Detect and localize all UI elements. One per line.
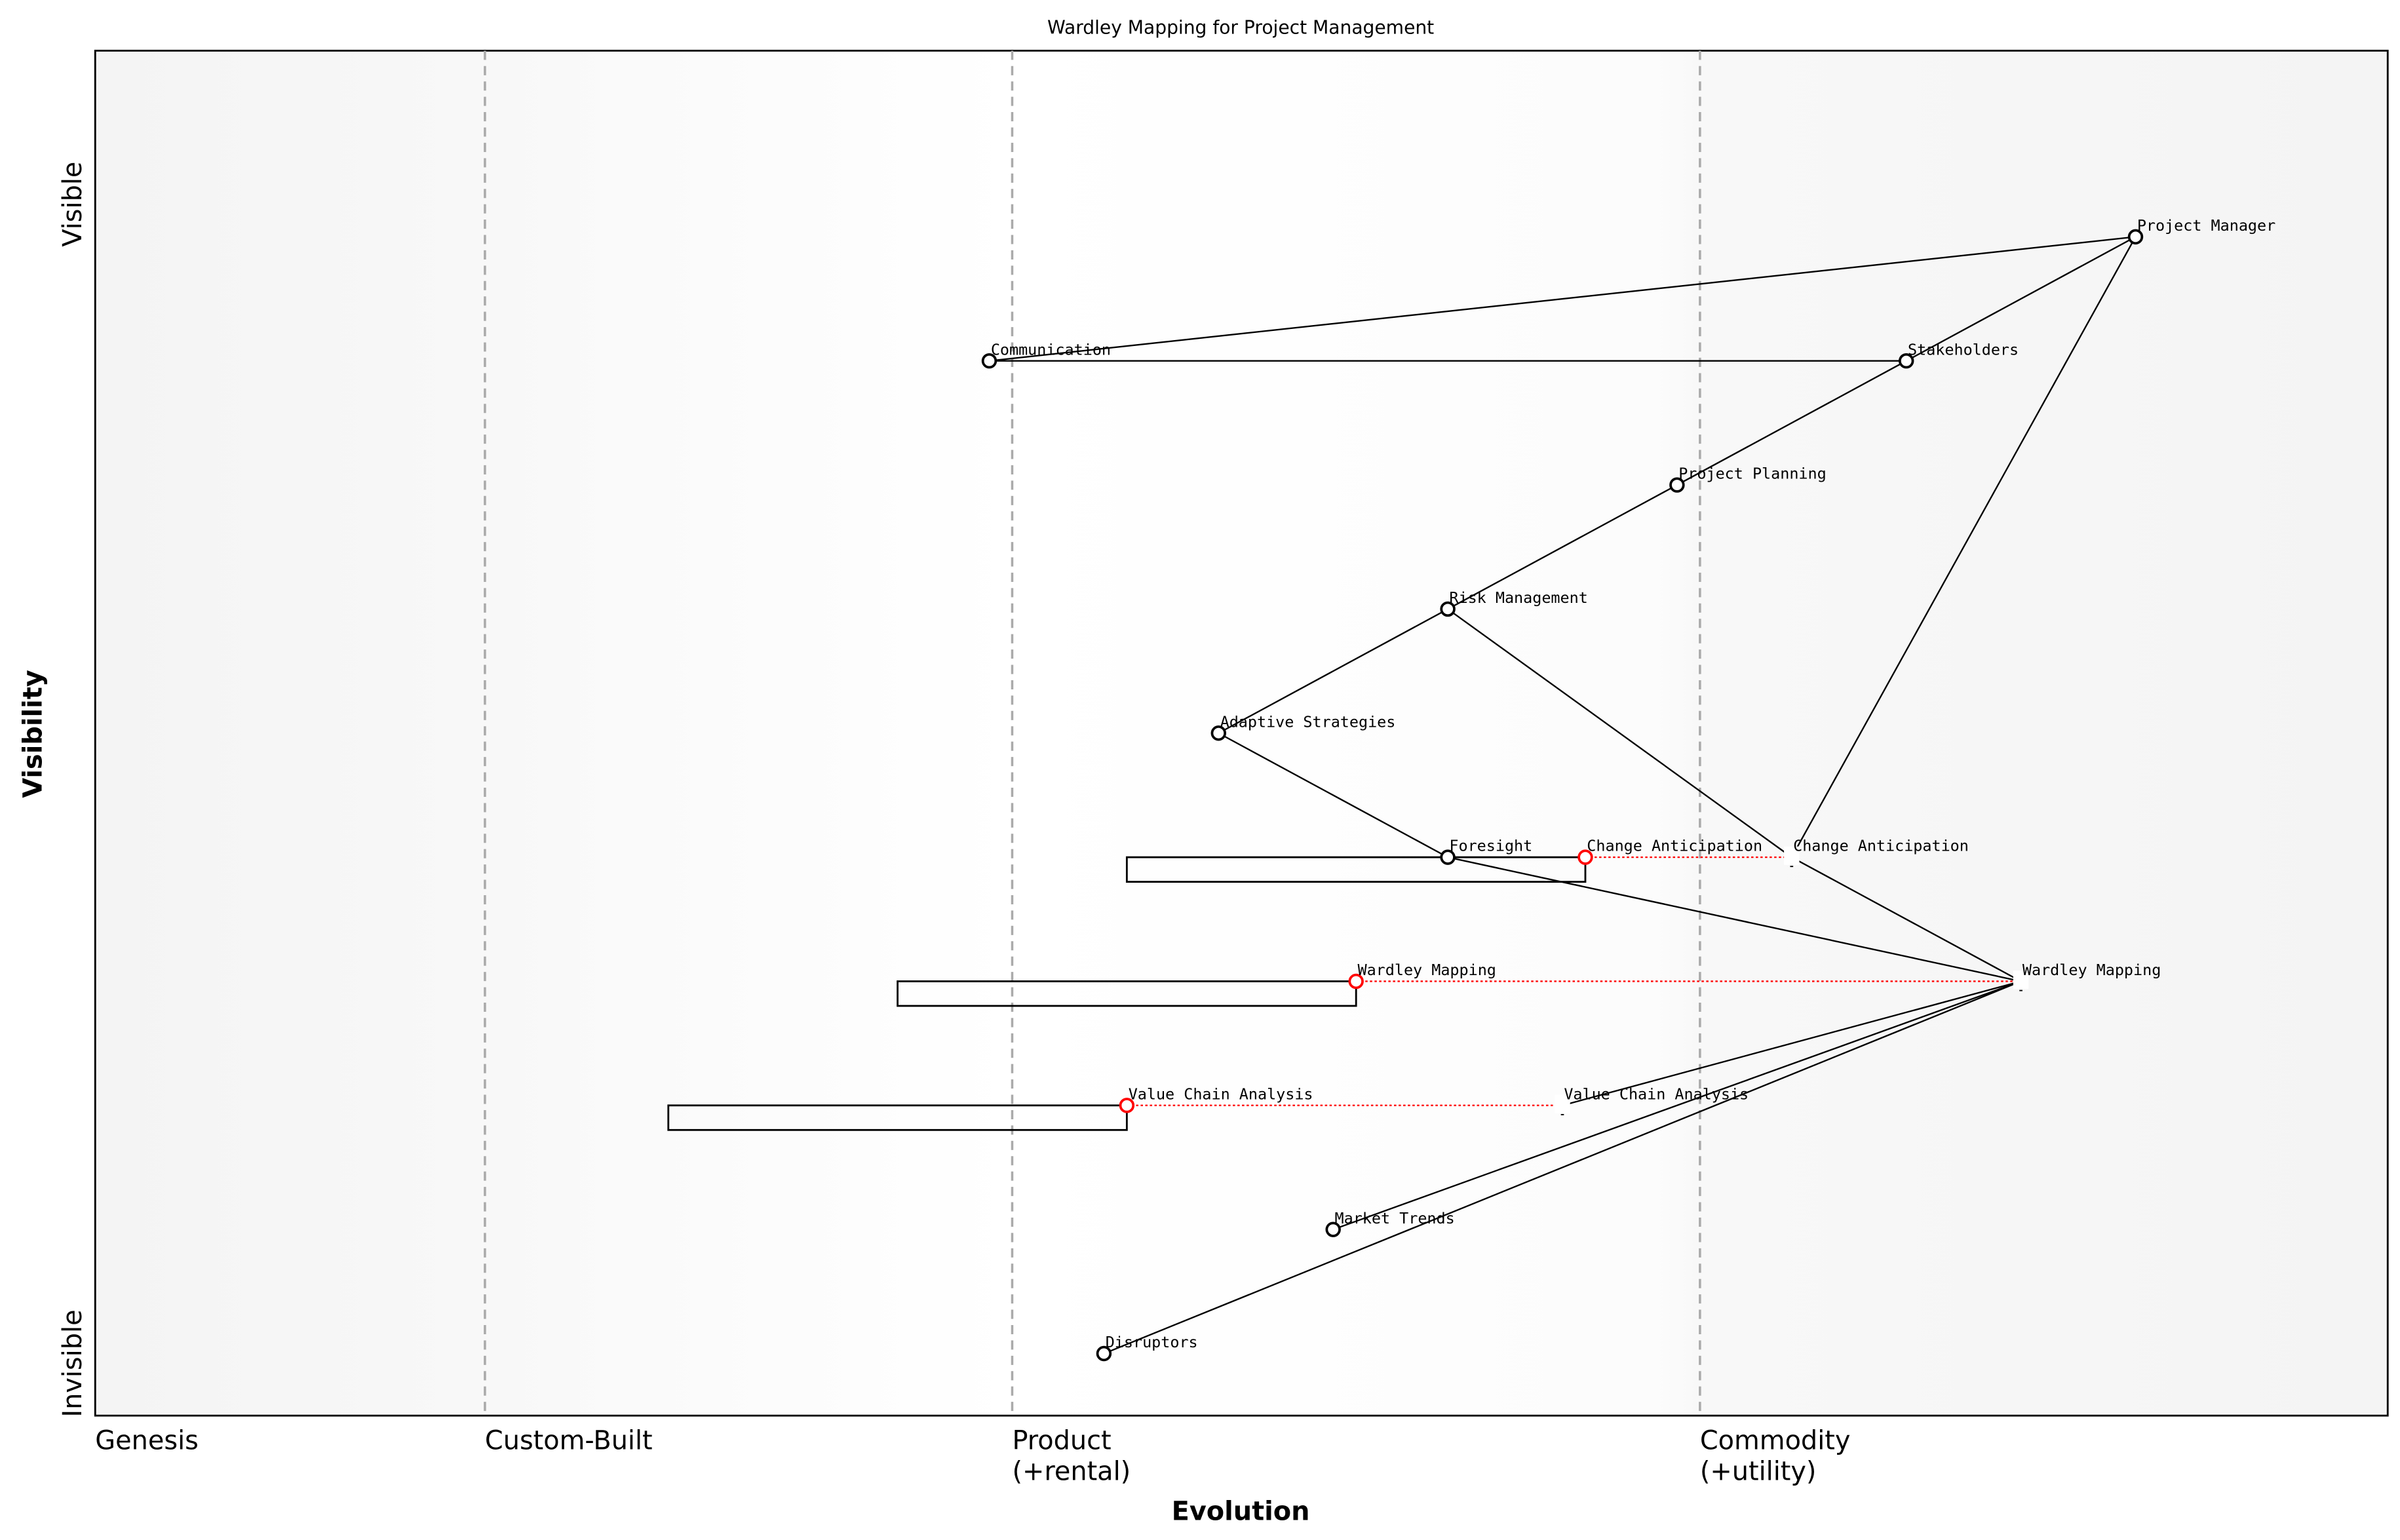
stage-label-commodity-utility: Commodity (+utility) [1700, 1426, 1851, 1487]
component-label-change-anticipation: Change Anticipation [1587, 837, 1762, 855]
component-label-market-trends: Market Trends [1335, 1209, 1455, 1227]
component-node-stakeholders [1898, 353, 1914, 369]
component-node-risk-management [1440, 601, 1456, 617]
link-disruptors-to-wardley-mapping [1103, 980, 2022, 1355]
component-node-project-planning [1669, 477, 1685, 493]
inertia-box-change-anticipation [1125, 856, 1587, 883]
stage-label-genesis: Genesis [95, 1426, 199, 1456]
inertia-box-value-chain-analysis [667, 1104, 1128, 1131]
component-node-communication [981, 353, 997, 369]
evolved-label-value-chain-analysis: Value Chain Analysis [1564, 1085, 1749, 1103]
link-adaptive-strategies-to-foresight [1218, 732, 1448, 858]
link-project-manager-to-communication [989, 236, 2136, 362]
component-label-risk-management: Risk Management [1449, 588, 1587, 607]
link-risk-management-to-change-anticipation [1447, 608, 1792, 858]
evolved-label-wardley-mapping: Wardley Mapping [2023, 961, 2161, 979]
y-axis-label: Visibility [18, 670, 48, 798]
link-project-manager-to-change-anticipation [1790, 236, 2137, 858]
stage-label-product-rental: Product (+rental) [1012, 1426, 1131, 1487]
component-node-wardley-mapping [1348, 973, 1364, 990]
component-label-foresight: Foresight [1449, 837, 1532, 855]
link-value-chain-analysis-to-wardley-mapping [1562, 980, 2021, 1106]
stage-label-custom-built: Custom-Built [485, 1426, 653, 1456]
component-node-market-trends [1325, 1222, 1341, 1237]
component-node-change-anticipation [1577, 849, 1593, 865]
component-node-adaptive-strategies [1210, 725, 1226, 741]
component-node-project-manager [2127, 229, 2144, 245]
x-axis-label: Evolution [1172, 1497, 1310, 1527]
link-risk-management-to-adaptive-strategies [1218, 608, 1448, 734]
y-tick-invisible: Invisible [58, 1309, 88, 1417]
link-foresight-to-wardley-mapping [1447, 856, 2021, 982]
link-change-anticipation-to-wardley-mapping [1791, 857, 2022, 982]
evolved-marker-wardley-mapping [2013, 971, 2029, 990]
chart-title: Wardley Mapping for Project Management [1047, 17, 1434, 39]
component-node-disruptors [1096, 1345, 1112, 1362]
link-project-manager-to-stakeholders [1906, 236, 2137, 362]
component-node-foresight [1440, 849, 1456, 865]
component-label-adaptive-strategies: Adaptive Strategies [1220, 712, 1396, 731]
component-node-value-chain-analysis [1119, 1098, 1135, 1113]
link-stakeholders-to-project-planning [1676, 360, 1907, 486]
y-tick-visible: Visible [58, 162, 88, 247]
component-label-stakeholders: Stakeholders [1908, 340, 2019, 358]
component-label-wardley-mapping: Wardley Mapping [1358, 961, 1496, 979]
component-label-value-chain-analysis: Value Chain Analysis [1129, 1085, 1313, 1103]
evolved-marker-value-chain-analysis [1555, 1094, 1570, 1113]
plot-area [94, 49, 2389, 1417]
link-market-trends-to-wardley-mapping [1332, 980, 2021, 1231]
component-label-communication: Communication [991, 340, 1111, 358]
component-label-project-manager: Project Manager [2137, 216, 2275, 235]
component-label-project-planning: Project Planning [1678, 465, 1826, 483]
evolved-label-change-anticipation: Change Anticipation [1793, 837, 1969, 855]
evolved-marker-change-anticipation [1784, 846, 1800, 865]
link-project-planning-to-risk-management [1447, 484, 1678, 610]
inertia-box-wardley-mapping [897, 980, 1357, 1007]
component-label-disruptors: Disruptors [1106, 1333, 1198, 1351]
